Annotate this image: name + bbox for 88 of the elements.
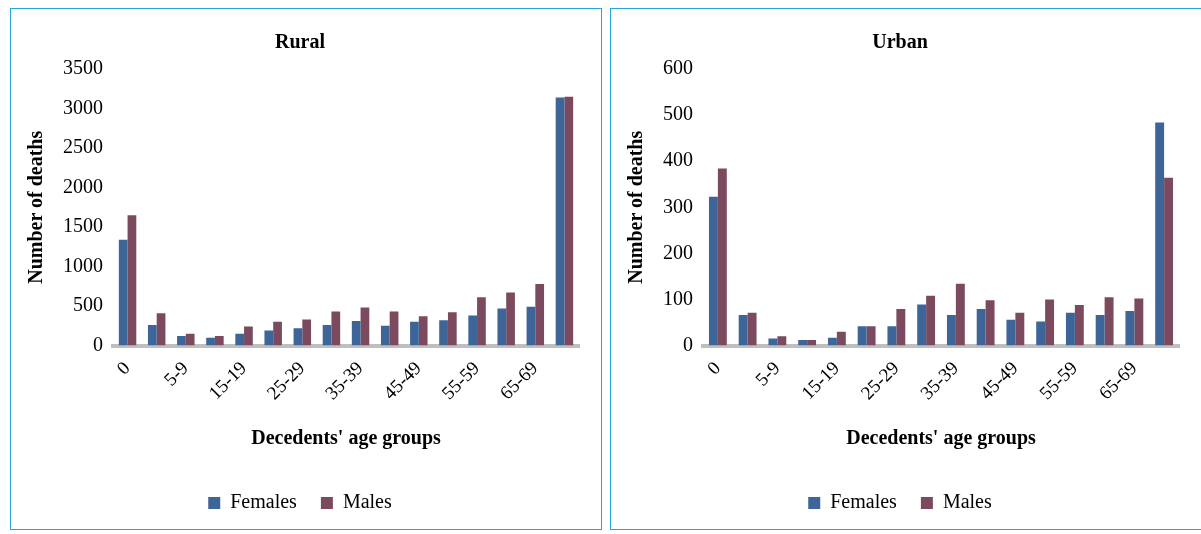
y-tick-label: 300: [663, 194, 693, 217]
bar: [836, 331, 846, 346]
y-tick-label: 1000: [63, 253, 103, 276]
bar: [351, 321, 361, 346]
y-tick-label: 1500: [63, 214, 103, 237]
bar: [827, 337, 837, 346]
bar: [264, 330, 274, 346]
bar: [985, 300, 995, 346]
y-axis-title: Number of deaths: [624, 130, 647, 284]
bar: [564, 96, 574, 346]
bar: [468, 315, 478, 346]
bar: [331, 311, 341, 346]
x-tick-label: 0: [112, 357, 134, 379]
bar: [1095, 315, 1105, 346]
bar: [926, 295, 936, 346]
bar: [896, 309, 906, 346]
bar: [955, 283, 965, 346]
bar: [506, 292, 515, 346]
bar: [526, 306, 536, 346]
bar: [976, 309, 986, 346]
legend-label: Females: [230, 490, 298, 513]
bar: [418, 316, 428, 346]
bar: [717, 168, 727, 346]
y-tick-label: 400: [663, 148, 693, 171]
y-axis-title: Number of deaths: [24, 130, 47, 284]
bar: [1155, 122, 1165, 346]
bar: [738, 315, 748, 346]
x-tick-label: 5-9: [159, 357, 193, 390]
bar: [177, 336, 186, 346]
bar: [1036, 321, 1046, 346]
bar: [1065, 312, 1075, 346]
bar: [946, 315, 956, 346]
bar: [206, 337, 215, 346]
bar: [708, 196, 718, 346]
bar: [447, 312, 457, 346]
y-tick-label: 100: [663, 286, 693, 309]
y-tick-label: 500: [663, 102, 693, 125]
y-tick-label: 0: [93, 332, 103, 355]
bar: [147, 324, 157, 346]
bar: [273, 321, 282, 346]
bar: [127, 215, 137, 346]
bar: [477, 297, 486, 346]
y-tick-label: 3000: [63, 95, 103, 118]
bar: [1015, 312, 1025, 346]
bar: [118, 239, 128, 346]
bar: [857, 326, 867, 346]
bar: [535, 283, 545, 346]
bar: [1006, 319, 1016, 346]
x-tick-label: 5-9: [750, 357, 784, 390]
y-tick-label: 200: [663, 240, 693, 263]
bar: [1045, 299, 1055, 346]
y-tick-label: 3500: [63, 56, 103, 79]
y-tick-label: 2000: [63, 174, 103, 197]
bar: [807, 340, 817, 346]
legend-label: Males: [342, 490, 392, 513]
y-tick-label: 500: [73, 293, 103, 316]
bar: [497, 308, 507, 346]
bar: [555, 97, 565, 346]
bar: [1074, 304, 1084, 346]
bar: [777, 336, 787, 346]
bar: [214, 336, 224, 346]
legend-label: Females: [830, 490, 898, 513]
bar: [410, 321, 419, 346]
bar: [917, 304, 927, 346]
bar: [439, 320, 448, 346]
legend-label: Males: [942, 490, 992, 513]
bar: [244, 326, 253, 346]
x-tick-label: 0: [702, 357, 725, 379]
bar: [1164, 177, 1174, 346]
x-axis-title: Decedents' age groups: [251, 426, 442, 450]
bar: [1104, 297, 1114, 346]
bar: [1125, 310, 1135, 346]
bar: [235, 333, 245, 346]
bar: [156, 313, 166, 346]
bar: [185, 333, 195, 346]
bar: [302, 319, 312, 346]
bar: [866, 326, 876, 346]
y-tick-label: 0: [683, 332, 693, 355]
bar: [1134, 298, 1144, 346]
bar: [887, 326, 897, 346]
chart-title: Urban: [872, 30, 928, 53]
y-tick-label: 2500: [63, 135, 103, 158]
chart-title: Rural: [275, 30, 326, 53]
x-axis-title: Decedents' age groups: [846, 426, 1037, 450]
bar: [798, 340, 808, 346]
y-tick-label: 600: [663, 56, 693, 79]
bar: [380, 325, 390, 346]
bar: [747, 312, 757, 346]
